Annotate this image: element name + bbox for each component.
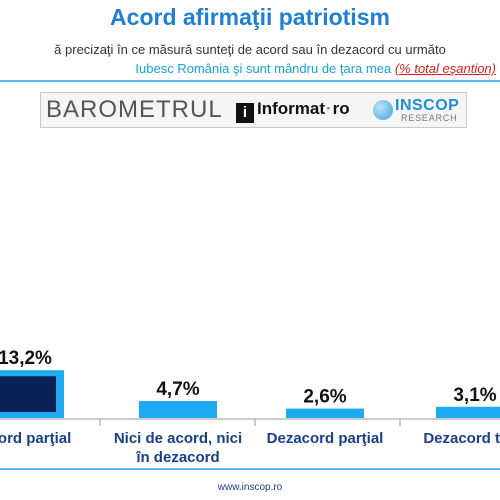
category-label-2-line-2: în dezacord xyxy=(135,449,219,466)
value-label-1: 13,2% xyxy=(0,348,52,369)
footer-url: www.inscop.ro xyxy=(217,482,283,493)
header-divider xyxy=(0,80,500,82)
bar-3 xyxy=(286,408,364,418)
bar-4 xyxy=(436,406,500,418)
survey-statement: Iubesc România şi sunt mândru de ţara me… xyxy=(135,61,496,76)
value-label-4: 3,1% xyxy=(453,385,496,406)
category-label-4: Dezacord total xyxy=(423,430,500,447)
informat-icon: i xyxy=(236,103,254,123)
category-label-3: Dezacord parţial xyxy=(267,430,384,447)
informat-logo: i Informat·ro xyxy=(236,99,350,123)
category-label-1: Acord parţial xyxy=(0,430,71,447)
chart-title: Acord afirmaţii patriotism xyxy=(110,4,390,30)
survey-question: ă precizaţi în ce măsură sunteţi de acor… xyxy=(54,42,446,57)
sample-note: (% total eşantion) xyxy=(394,61,496,76)
globe-icon xyxy=(373,100,393,120)
barometru-logo: BAROMETRUL xyxy=(46,96,223,123)
footer-divider xyxy=(0,468,500,470)
value-label-3: 2,6% xyxy=(303,387,346,408)
inscop-subtitle: RESEARCH xyxy=(401,113,458,123)
bar-1-inner-band xyxy=(0,376,56,412)
inscop-name: INSCOP xyxy=(395,97,460,114)
sponsor-banner: BAROMETRUL i Informat·ro INSCOP RESEARCH xyxy=(40,92,467,128)
value-label-2: 4,7% xyxy=(156,379,199,400)
informat-suffix: ro xyxy=(332,99,350,118)
bar-2 xyxy=(139,400,217,418)
informat-name: Informat xyxy=(257,99,325,118)
inscop-logo: INSCOP RESEARCH xyxy=(371,97,466,125)
statement-text: Iubesc România şi sunt mândru de ţara me… xyxy=(135,61,392,76)
category-label-2-line-1: Nici de acord, nici xyxy=(114,430,242,447)
